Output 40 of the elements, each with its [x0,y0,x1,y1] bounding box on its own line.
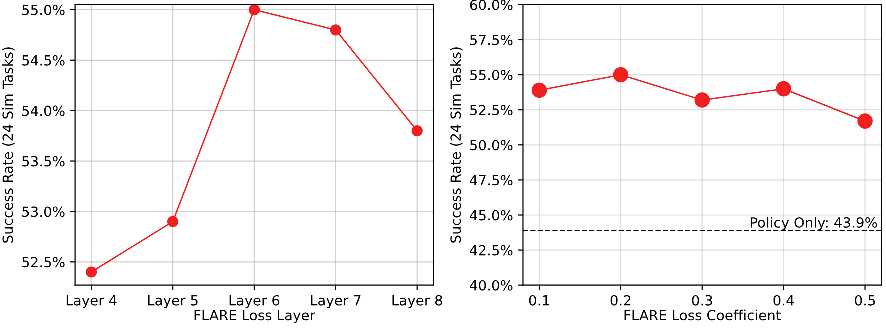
x-tick-label: 0.3 [692,295,712,306]
y-tick-label: 47.5% [470,175,513,186]
x-tick-label: Layer 5 [148,296,198,309]
y-axis-title: Success Rate (24 Sim Tasks) [450,48,463,243]
x-tick-label: 0.4 [774,295,794,306]
y-tick-label: 54.5% [22,55,65,66]
y-tick-label: 53.0% [22,206,65,218]
y-axis-title: Success Rate (24 Sim Tasks) [2,48,15,243]
x-axis-title: FLARE Loss Layer [194,310,316,324]
point [86,266,98,278]
point [613,67,629,83]
y-tick-label: 42.5% [470,245,513,256]
point [248,4,260,16]
point [694,92,710,108]
x-tick-label: Layer 7 [311,296,361,309]
point [412,125,423,137]
x-tick-label: 0.1 [529,295,550,306]
point [858,114,873,129]
x-tick-label: 0.2 [610,295,631,306]
x-tick-label: Layer 4 [66,296,117,309]
y-tick-label: 60.0% [470,0,513,10]
point [532,82,548,98]
ref-line-label: Policy Only: 43.9% [750,217,878,231]
y-tick-label: 53.5% [22,156,65,167]
point [330,24,342,36]
y-tick-label: 57.5% [470,34,513,46]
point [776,81,792,97]
y-tick-label: 40.0% [470,280,513,291]
x-tick-label: Layer 6 [230,295,280,309]
point [167,216,179,228]
y-tick-label: 55.0% [470,70,513,81]
y-tick-label: 54.0% [22,106,65,116]
y-tick-label: 45.0% [470,210,513,221]
y-tick-label: 50.0% [470,140,513,151]
x-axis-title: FLARE Loss Coefficient [624,310,782,321]
y-tick-label: 55.0% [22,4,65,16]
x-tick-label: Layer 8 [392,295,442,309]
y-tick-label: 52.5% [470,105,513,116]
y-tick-label: 52.5% [22,257,65,268]
x-tick-label: 0.5 [855,295,876,306]
